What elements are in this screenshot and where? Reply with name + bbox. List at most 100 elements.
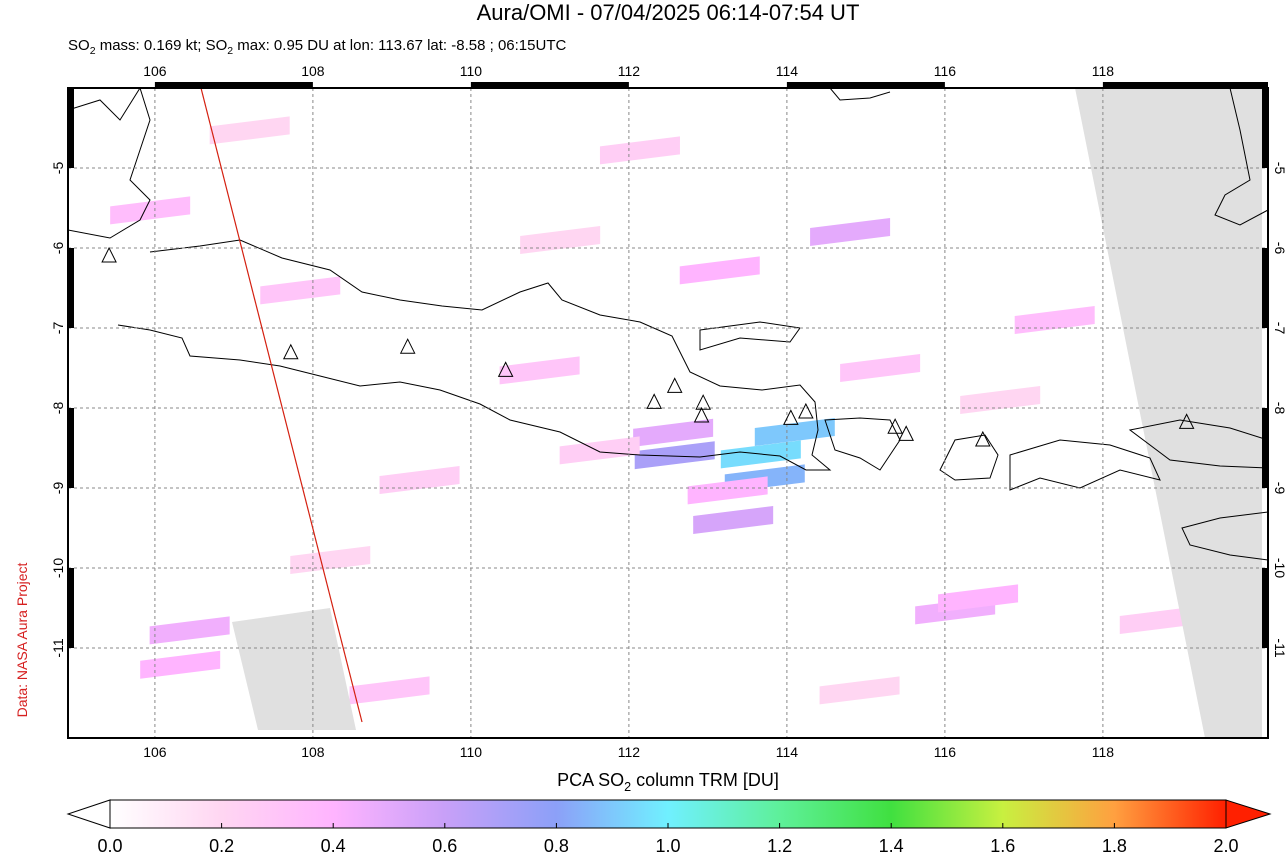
lon-tick-label: 108 [301,744,325,760]
frame-bar [68,88,74,168]
lon-tick-label: 116 [934,63,957,79]
map-frame [67,82,1269,739]
axis-labels: 106 106 108 108 110 110 112 112 114 114 116 116 118 1… [50,63,1288,760]
colorbar-title: PCA SO2 column TRM [DU] [557,770,779,794]
so2-pixel [754,418,835,446]
so2-pixel [840,354,921,382]
lat-tick-label: -8 [1272,402,1288,415]
java [117,239,832,471]
colorbar-tick-label: 1.8 [1102,836,1127,855]
borneo [829,88,891,101]
lat-tick-label: -9 [1272,482,1288,495]
grid [68,88,1268,738]
so2-pixel [379,466,460,494]
frame-bar [68,568,74,648]
so2-pixel [687,476,768,505]
lon-tick-label: 112 [618,63,641,79]
so2-pixel [960,386,1041,414]
lat-tick-label: -5 [1272,162,1288,175]
colorbar-arrow-low [66,799,111,829]
subtitle-part: SO [68,37,90,54]
colorbar-tick-label: 0.8 [544,836,569,855]
volcanoes [101,246,1195,447]
lon-tick-label: 108 [301,63,325,79]
volcano [975,430,991,447]
volcano [497,361,514,377]
subtitle-part: mass: 0.169 kt; SO [96,37,228,54]
so2-pixel [1014,306,1095,334]
colorbar-tick-label: 1.4 [879,836,904,855]
volcano [695,394,711,410]
lat-tick-label: -7 [1272,322,1288,335]
volcano [898,425,914,441]
so2-pixel [140,650,221,679]
colorbar-tick-label: 2.0 [1213,836,1238,855]
lat-tick-label: -11 [1272,638,1288,657]
so2-pixel [499,356,580,385]
colorbar-title-part: column TRM [DU] [631,770,779,790]
so2-pixel [110,196,191,225]
lat-tick-label: -9 [50,482,66,495]
so2-pixel [810,218,891,246]
subtitle-part: max: 0.95 DU at lon: 113.67 lat: -8.58 ;… [233,37,566,54]
frame-bar [1102,82,1268,88]
lon-tick-label: 118 [1092,63,1115,79]
colorbar: 0.0 0.2 0.4 0.6 0.8 1.0 1.2 1.4 1.6 1.8 2.0 [66,799,1272,855]
frame-bar [786,82,945,88]
subtitle: SO2 mass: 0.169 kt; SO2 max: 0.95 DU at … [68,37,566,57]
colorbar-title-part: PCA SO [557,770,624,790]
volcano [282,343,299,360]
coastlines [68,88,1268,561]
swath-edge [200,88,363,723]
lat-tick-label: -10 [50,558,66,578]
so2-pixel [679,256,760,285]
lat-tick-label: -5 [50,162,66,175]
madura [699,321,801,351]
frame-bar [154,82,313,88]
lat-tick-label: -6 [50,242,66,255]
so2-pixel [693,506,774,534]
volcano [399,338,416,354]
so2-pixels [110,116,1200,705]
so2-pixel [149,616,230,645]
volcano [887,418,903,434]
colorbar-tick-label: 1.0 [655,836,680,855]
lon-tick-label: 114 [776,744,799,760]
lon-tick-label: 114 [776,63,799,79]
so2-pixel [520,226,601,254]
volcano [693,406,710,423]
lat-tick-label: -7 [50,322,66,335]
lon-tick-label: 110 [460,63,483,79]
colorbar-tick-label: 1.2 [767,836,792,855]
lon-tick-label: 106 [143,63,167,79]
volcano [798,402,814,419]
title: Aura/OMI - 07/04/2025 06:14-07:54 UT [477,0,860,25]
so2-pixel [209,116,290,145]
volcano [646,393,662,409]
bali [824,417,901,471]
volcano [1178,413,1195,429]
colorbar-title-sub: 2 [624,780,631,794]
so2-pixel [260,276,341,305]
frame-bar [470,82,629,88]
lombok [939,434,999,481]
lon-tick-label: 116 [934,744,957,760]
so2-pixel [819,676,900,705]
lat-tick-label: -6 [1272,242,1288,255]
frame-bar [1262,568,1268,648]
map [68,88,1268,738]
volcano [666,377,683,393]
subtitle-sub: 2 [90,45,96,57]
frame-bar [1262,408,1268,488]
flores [1128,419,1268,469]
lon-tick-label: 112 [618,744,641,760]
colorbar-tick-label: 1.6 [990,836,1015,855]
subtitle-sub: 2 [227,45,233,57]
volcano [101,246,117,263]
colorbar-tick-label: 0.4 [321,836,346,855]
colorbar-tick-label: 0.2 [209,836,234,855]
so2-pixel [634,441,715,470]
sumbawa [1009,439,1161,491]
lon-tick-label: 118 [1092,744,1115,760]
